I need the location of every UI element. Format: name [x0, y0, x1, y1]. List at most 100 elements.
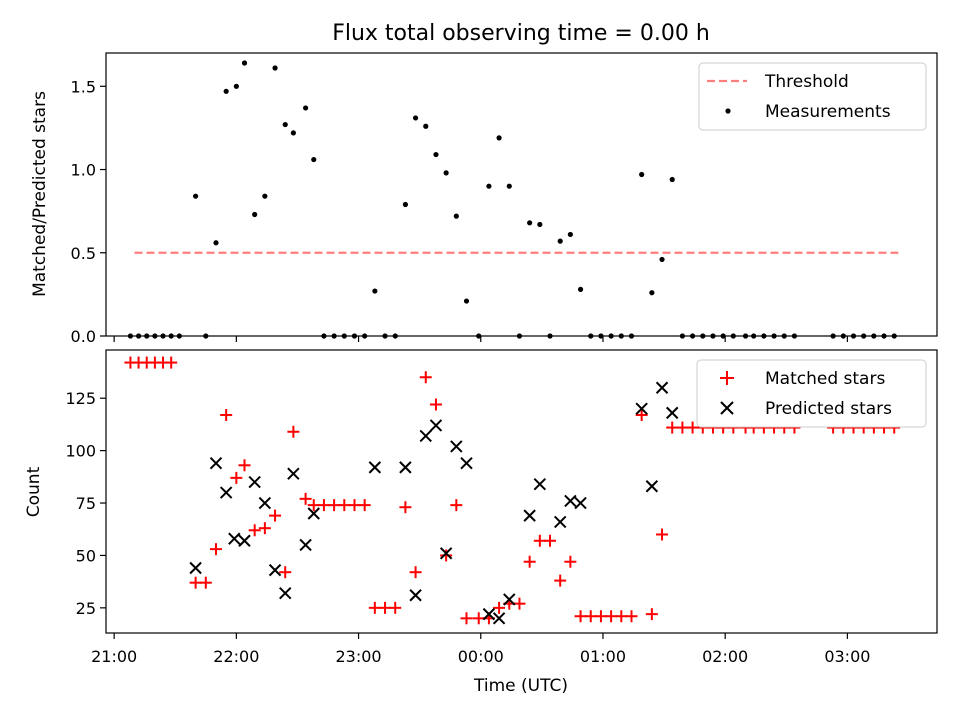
- measurements-legend-label: Measurements: [765, 102, 891, 122]
- predicted-star-marker: [307, 507, 320, 520]
- bottom-y-tick-label: 50: [76, 546, 96, 565]
- predicted-star-marker: [189, 561, 202, 575]
- x-tick-label: 00:00: [458, 647, 504, 666]
- predicted-star-marker: [279, 586, 292, 600]
- chart-title: Flux total observing time = 0.00 h: [332, 21, 710, 46]
- top-plot-frame: [105, 52, 938, 337]
- predicted-star-marker: [533, 477, 547, 491]
- matched-star-marker: [564, 555, 577, 568]
- measurement-point: [443, 170, 449, 176]
- measurement-point: [252, 211, 258, 218]
- predicted-star-marker: [645, 480, 659, 493]
- matched-star-marker: [656, 528, 669, 541]
- predicted-star-marker: [238, 534, 251, 547]
- measurement-point: [262, 193, 268, 199]
- predicted-star-marker: [450, 440, 463, 453]
- matched-star-marker: [299, 492, 312, 505]
- matched-star-marker: [389, 601, 402, 614]
- measurement-point: [486, 183, 492, 189]
- predicted-star-marker: [503, 593, 516, 606]
- matched-star-marker: [513, 597, 526, 610]
- predicted-star-marker: [228, 532, 241, 545]
- predicted-star-marker: [258, 496, 272, 510]
- matched-star-marker: [554, 574, 567, 587]
- predicted-star-marker: [460, 456, 473, 470]
- matched-legend-swatch: [720, 371, 734, 385]
- measurement-point: [567, 231, 573, 238]
- matched-star-marker: [220, 408, 233, 421]
- measurement-point: [193, 193, 199, 199]
- measurements-legend-swatch: [725, 108, 731, 114]
- top-y-tick-label: 0.0: [71, 327, 96, 346]
- matched-star-marker: [493, 601, 506, 614]
- matched-star-marker: [338, 499, 351, 512]
- predicted-star-marker: [409, 589, 422, 602]
- predicted-star-marker: [655, 381, 669, 394]
- measurement-point: [233, 83, 239, 89]
- predicted-star-marker: [287, 467, 300, 480]
- bottom-y-axis-label: Count: [24, 466, 44, 517]
- x-tick-label: 02:00: [702, 647, 748, 666]
- predicted-star-marker: [564, 494, 577, 508]
- threshold-legend-label: Threshold: [764, 72, 849, 92]
- measurement-point: [557, 238, 563, 244]
- matched-star-marker: [317, 499, 330, 512]
- predicted-star-marker: [429, 419, 443, 432]
- measurement-point: [311, 156, 317, 163]
- matched-star-marker: [287, 425, 300, 438]
- measurement-point: [372, 288, 378, 294]
- matched-star-marker: [248, 524, 261, 537]
- matched-star-marker: [686, 421, 699, 434]
- predicted-star-marker: [399, 461, 412, 474]
- x-axis-label: Time (UTC): [473, 676, 568, 696]
- matched-star-marker: [584, 610, 597, 623]
- measurement-point: [649, 290, 655, 296]
- measurement-point: [282, 121, 288, 128]
- predicted-star-marker: [209, 456, 223, 470]
- measurement-point: [453, 213, 459, 219]
- matched-star-marker: [358, 499, 371, 512]
- bottom-legend: Matched stars Predicted stars: [696, 359, 927, 428]
- matched-star-marker: [645, 608, 658, 621]
- matched-star-marker: [238, 459, 251, 472]
- matched-star-marker: [544, 534, 557, 547]
- matched-star-marker: [189, 576, 202, 589]
- bottom-legend-box: [696, 359, 927, 428]
- predicted-star-marker: [666, 406, 679, 420]
- matched-star-marker: [230, 471, 243, 484]
- x-tick-label: 01:00: [580, 647, 626, 666]
- predicted-star-marker: [553, 515, 567, 529]
- measurement-point: [577, 286, 584, 292]
- matched-star-marker: [328, 499, 341, 512]
- predicted-star-marker: [268, 563, 282, 577]
- matched-star-marker: [348, 499, 361, 512]
- matched-star-marker: [574, 610, 587, 623]
- predicted-star-marker: [299, 538, 312, 552]
- matched-star-marker: [605, 610, 618, 623]
- top-legend-box: [698, 62, 927, 131]
- matched-star-marker: [460, 612, 473, 625]
- matched-legend-label: Matched stars: [765, 369, 885, 389]
- measurement-point: [223, 88, 229, 94]
- x-tick-label: 21:00: [91, 647, 137, 666]
- predicted-legend-label: Predicted stars: [765, 399, 892, 419]
- predicted-star-marker: [419, 429, 432, 443]
- matched-star-marker: [368, 601, 381, 614]
- measurement-point: [241, 60, 248, 66]
- measurement-point: [506, 183, 512, 189]
- bottom-y-tick-label: 125: [65, 389, 96, 408]
- matched-star-marker: [258, 522, 271, 535]
- measurement-point: [423, 123, 429, 129]
- measurement-point: [402, 201, 409, 208]
- matched-star-marker: [165, 356, 178, 369]
- top-y-axis-label: Matched/Predicted stars: [30, 91, 50, 297]
- matched-star-marker: [625, 610, 638, 623]
- matched-star-marker: [523, 555, 536, 568]
- predicted-star-marker: [492, 612, 506, 625]
- measurement-point: [463, 298, 470, 304]
- matched-star-marker: [379, 601, 392, 614]
- measurement-point: [272, 65, 278, 71]
- top-legend: Threshold Measurements: [698, 62, 927, 131]
- predicted-star-marker: [219, 486, 233, 499]
